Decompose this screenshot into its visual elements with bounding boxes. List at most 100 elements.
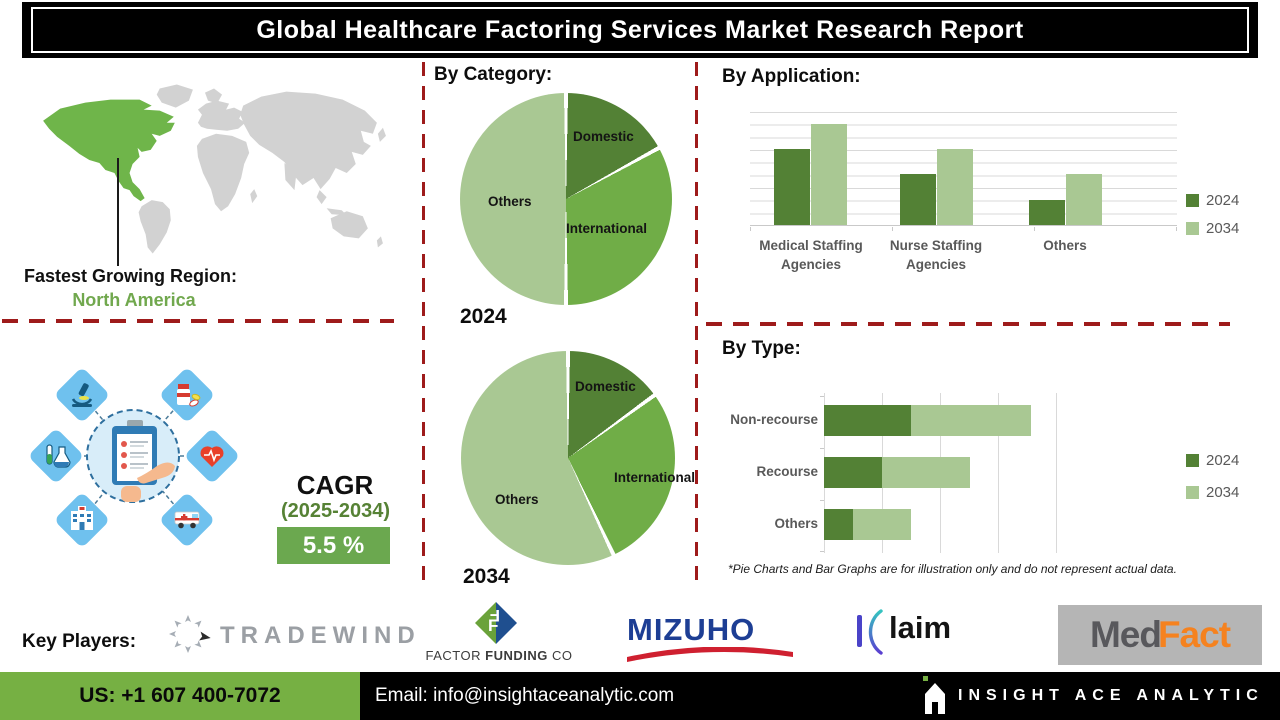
segment-non-recourse-2034 bbox=[911, 405, 1031, 436]
x-axis-tick bbox=[1176, 227, 1177, 231]
type-bar-non-recourse bbox=[824, 405, 1031, 436]
klaim-logo-text: laim bbox=[889, 610, 952, 645]
category-label-nurse-staffing: Nurse Staffing Agencies bbox=[889, 238, 983, 272]
pie-chart-2024: Domestic International Others bbox=[460, 93, 672, 305]
bar-medical-staffing-agencies-2034 bbox=[811, 123, 847, 225]
application-bar-chart-plot bbox=[750, 112, 1177, 226]
segment-recourse-2034 bbox=[882, 457, 970, 488]
medfact-fact-text: Fact bbox=[1157, 614, 1231, 655]
segment-others-2034 bbox=[853, 509, 912, 540]
segment-non-recourse-2024 bbox=[824, 405, 912, 436]
key-players-label: Key Players: bbox=[22, 631, 137, 652]
medicine-icon bbox=[177, 384, 201, 407]
mizuho-logo-text: MIZUHO bbox=[627, 612, 756, 647]
x-axis-tick bbox=[750, 227, 751, 231]
y-axis-tick bbox=[820, 396, 824, 397]
legend-swatch-2024 bbox=[1186, 194, 1199, 207]
bar-others-2034 bbox=[1066, 174, 1102, 225]
category-label-medical-staffing: Medical Staffing Agencies bbox=[759, 238, 863, 272]
type-legend-2024: 2024 bbox=[1186, 452, 1239, 469]
type-bar-recourse bbox=[824, 457, 970, 488]
funding-word: FUNDING bbox=[485, 648, 548, 663]
x-axis-tick bbox=[1034, 227, 1035, 231]
pie-2034-label-others: Others bbox=[495, 492, 539, 507]
type-bar-others bbox=[824, 509, 912, 540]
email-address: Email: info@insightaceanalytic.com bbox=[375, 685, 675, 706]
y-axis-tick bbox=[820, 500, 824, 501]
pie-2034-caption: 2034 bbox=[463, 565, 510, 588]
medfact-med-text: Med bbox=[1089, 614, 1162, 655]
north-america-shape-highlighted bbox=[43, 99, 175, 202]
pointing-hand bbox=[137, 462, 175, 484]
pie-chart-2034: Domestic International Others bbox=[461, 351, 695, 565]
disclaimer-footnote: *Pie Charts and Bar Graphs are for illus… bbox=[728, 562, 1177, 576]
segment-recourse-2024 bbox=[824, 457, 883, 488]
hospital-icon bbox=[71, 506, 93, 530]
pie-2024-label-others: Others bbox=[488, 194, 532, 209]
page-title: Global Healthcare Factoring Services Mar… bbox=[256, 15, 1024, 44]
pie-2024-label-international: International bbox=[566, 221, 648, 236]
factor-word: FACTOR bbox=[425, 648, 482, 663]
bar-nurse-staffing-agencies-2034 bbox=[937, 149, 973, 225]
type-label-non-recourse: Non-recourse bbox=[730, 412, 818, 427]
cagr-period: (2025-2034) bbox=[281, 500, 390, 522]
scandinavia-shape bbox=[204, 88, 223, 104]
header-banner: Global Healthcare Factoring Services Mar… bbox=[22, 2, 1258, 58]
legend-swatch-2024 bbox=[1186, 454, 1199, 467]
divider-dashed-right bbox=[706, 322, 1230, 326]
pie-2024-label-domestic: Domestic bbox=[573, 129, 634, 144]
phone-number: US: +1 607 400-7072 bbox=[79, 684, 281, 707]
greenland-shape bbox=[156, 84, 193, 108]
japan-shape bbox=[377, 127, 386, 142]
section-title-by-category: By Category: bbox=[434, 64, 553, 85]
bar-medical-staffing-agencies-2024 bbox=[774, 149, 810, 225]
footer-black-bar bbox=[360, 672, 1280, 720]
cagr-label: CAGR bbox=[296, 470, 374, 500]
pie-2034 bbox=[461, 351, 675, 565]
insight-ace-brand-text: INSIGHT ACE ANALYTIC bbox=[958, 687, 1264, 704]
pie-2034-label-domestic: Domestic bbox=[575, 379, 636, 394]
divider-dashed-left bbox=[2, 319, 394, 323]
asia-shape bbox=[240, 91, 377, 190]
world-map bbox=[43, 84, 386, 254]
fastest-growing-region-value: North America bbox=[72, 290, 196, 310]
microscope-icon bbox=[71, 383, 93, 407]
co-word: CO bbox=[551, 648, 573, 663]
x-axis-tick bbox=[892, 227, 893, 231]
section-title-by-type: By Type: bbox=[722, 338, 801, 359]
fastest-growing-region-label: Fastest Growing Region: bbox=[24, 266, 238, 286]
new-zealand-shape bbox=[376, 236, 383, 248]
europe-shape bbox=[197, 100, 246, 131]
medfact-logo: Med Fact bbox=[1058, 605, 1262, 665]
map-pointer-line bbox=[117, 158, 119, 266]
pie-2024 bbox=[460, 93, 672, 305]
southeast-asia-shape bbox=[316, 190, 327, 205]
header-frame: Global Healthcare Factoring Services Mar… bbox=[31, 7, 1249, 53]
factor-funding-diamond-logo: F F bbox=[475, 602, 517, 644]
tradewind-logo-text: TRADEWIND bbox=[220, 622, 421, 649]
pie-2034-label-international: International bbox=[614, 470, 696, 485]
klaim-k-glyph bbox=[857, 609, 883, 655]
australia-shape bbox=[330, 211, 368, 239]
svg-text:F: F bbox=[488, 616, 498, 635]
ambulance-icon bbox=[174, 511, 200, 529]
legend-swatch-2034 bbox=[1186, 222, 1199, 235]
category-label-others: Others bbox=[1043, 238, 1087, 253]
bar-nurse-staffing-agencies-2024 bbox=[900, 174, 936, 225]
segment-others-2024 bbox=[824, 509, 854, 540]
south-america-shape bbox=[138, 200, 171, 254]
india-shape bbox=[284, 162, 297, 191]
tradewind-planes-icon bbox=[169, 615, 211, 653]
cagr-value-box: 5.5 % bbox=[277, 527, 390, 564]
pie-2024-caption: 2024 bbox=[460, 305, 507, 328]
divider-dashed-vertical-2 bbox=[695, 62, 698, 588]
africa-shape bbox=[196, 133, 250, 212]
insight-ace-logo-icon bbox=[923, 676, 945, 714]
cagr-value: 5.5 % bbox=[302, 531, 365, 559]
y-axis-tick bbox=[820, 448, 824, 449]
legend-swatch-2034 bbox=[1186, 486, 1199, 499]
lab-flask-icon bbox=[46, 444, 71, 468]
svg-text:F: F bbox=[490, 606, 500, 625]
footer-phone-box: US: +1 607 400-7072 bbox=[0, 672, 360, 720]
section-title-by-application: By Application: bbox=[722, 66, 861, 87]
